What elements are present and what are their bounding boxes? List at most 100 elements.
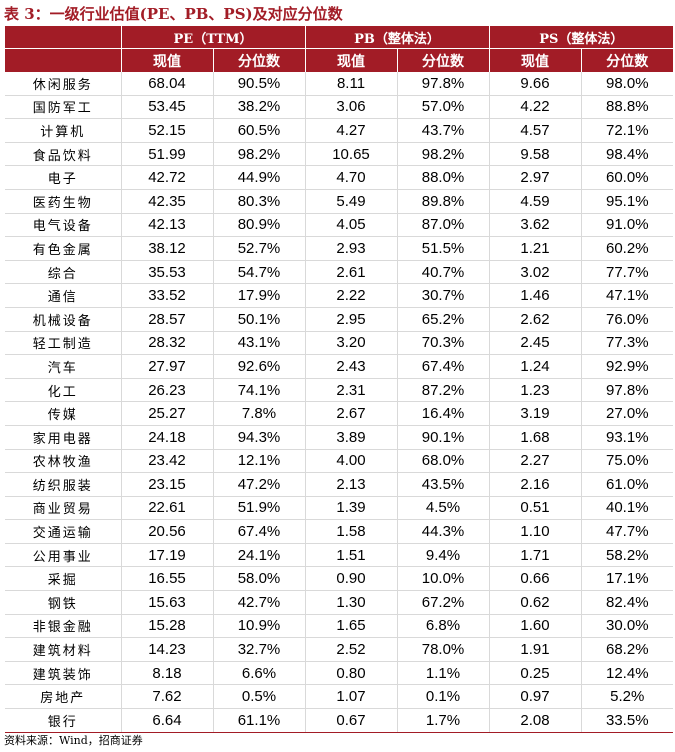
pe-percentile-cell: 0.5% (212, 684, 305, 710)
pe-value-cell: 8.18 (120, 661, 213, 686)
pe-percentile-cell: 67.4% (212, 519, 305, 544)
ps-percentile-cell: 60.0% (580, 165, 674, 190)
table-row: 非银金融 15.28 10.9% 1.65 6.8% 1.60 30.0% (5, 614, 674, 639)
industry-cell: 机械设备 (5, 307, 121, 332)
industry-cell: 纺织服装 (5, 472, 121, 497)
pe-percentile-cell: 58.0% (212, 566, 305, 592)
table-row: 建筑材料 14.23 32.7% 2.52 78.0% 1.91 68.2% (5, 637, 674, 662)
pe-value-cell: 35.53 (120, 260, 213, 285)
table-row: 采掘 16.55 58.0% 0.90 10.0% 0.66 17.1% (5, 566, 674, 592)
ps-value-cell: 2.45 (488, 331, 582, 356)
industry-cell: 医药生物 (5, 189, 121, 214)
industry-cell: 食品饮料 (5, 142, 121, 167)
industry-cell: 计算机 (5, 118, 121, 143)
header-sub-row: 现值 分位数 现值 分位数 现值 分位数 (5, 48, 674, 72)
ps-value-cell: 3.19 (488, 401, 582, 426)
pb-percentile-cell: 87.2% (396, 378, 490, 403)
pe-value-cell: 25.27 (120, 401, 213, 426)
pb-percentile-cell: 43.7% (396, 118, 490, 143)
industry-cell: 非银金融 (5, 614, 121, 639)
pe-value-cell: 6.64 (120, 708, 213, 733)
pe-value-cell: 28.32 (120, 331, 213, 356)
pb-value-cell: 2.67 (304, 401, 397, 426)
ps-value-cell: 2.16 (488, 472, 582, 497)
pb-percentile-cell: 4.5% (396, 496, 490, 521)
pe-percentile-cell: 94.3% (212, 425, 305, 450)
table-row: 化工 26.23 74.1% 2.31 87.2% 1.23 97.8% (5, 378, 674, 403)
ps-percentile-cell: 97.8% (580, 378, 674, 403)
pe-percentile-cell: 52.7% (212, 236, 305, 261)
table-row: 轻工制造 28.32 43.1% 3.20 70.3% 2.45 77.3% (5, 331, 674, 356)
ps-percentile-cell: 92.9% (580, 354, 674, 379)
ps-percentile-cell: 17.1% (580, 566, 674, 592)
ps-value-cell: 9.58 (488, 142, 582, 167)
ps-value-cell: 1.24 (488, 354, 582, 379)
industry-cell: 家用电器 (5, 425, 121, 450)
pb-value-cell: 3.20 (304, 331, 397, 356)
pb-value-cell: 2.31 (304, 378, 397, 403)
ps-percentile-cell: 47.7% (580, 519, 674, 544)
pb-percentile-cell: 43.5% (396, 472, 490, 497)
pb-percentile-cell: 16.4% (396, 401, 490, 426)
table-row: 公用事业 17.19 24.1% 1.51 9.4% 1.71 58.2% (5, 543, 674, 568)
ps-value-cell: 2.62 (488, 307, 582, 332)
pb-percentile-cell: 78.0% (396, 637, 490, 662)
pb-value-cell: 5.49 (304, 189, 397, 214)
pb-percentile-cell: 6.8% (396, 614, 490, 639)
table-row: 电气设备 42.13 80.9% 4.05 87.0% 3.62 91.0% (5, 213, 674, 238)
pe-value-cell: 27.97 (120, 354, 213, 379)
pb-value-cell: 4.27 (304, 118, 397, 143)
ps-percentile-cell: 58.2% (580, 543, 674, 568)
pb-percentile-cell: 40.7% (396, 260, 490, 285)
pb-value-cell: 0.90 (304, 566, 397, 592)
ps-value-cell: 2.97 (488, 165, 582, 190)
pe-percentile-cell: 90.5% (212, 72, 305, 96)
pb-value-cell: 2.43 (304, 354, 397, 379)
pe-value-cell: 17.19 (120, 543, 213, 568)
pe-percentile-cell: 24.1% (212, 543, 305, 568)
pe-value-cell: 53.45 (120, 95, 213, 120)
ps-percentile-cell: 27.0% (580, 401, 674, 426)
pb-percentile-cell: 10.0% (396, 566, 490, 592)
pb-percentile-cell: 98.2% (396, 142, 490, 167)
pe-value-cell: 42.13 (120, 213, 213, 238)
ps-percentile-cell: 98.0% (580, 72, 674, 96)
ps-percentile-cell: 93.1% (580, 425, 674, 450)
industry-cell: 采掘 (5, 566, 121, 592)
ps-value-cell: 1.23 (488, 378, 582, 403)
pb-percentile-cell: 67.4% (396, 354, 490, 379)
ps-value-cell: 0.62 (488, 590, 582, 615)
ps-value-cell: 4.59 (488, 189, 582, 214)
pb-percentile-cell: 44.3% (396, 519, 490, 544)
ps-percentile-cell: 30.0% (580, 614, 674, 639)
ps-percentile-cell: 88.8% (580, 95, 674, 120)
pb-value-cell: 10.65 (304, 142, 397, 167)
header-blank (5, 26, 121, 49)
pb-value-cell: 0.80 (304, 661, 397, 686)
industry-cell: 公用事业 (5, 543, 121, 568)
pb-value-cell: 1.51 (304, 543, 397, 568)
ps-percentile-cell: 61.0% (580, 472, 674, 497)
valuation-table: PE（TTM） PB（整体法） PS（整体法） 现值 分位数 现值 分位数 现值… (5, 26, 674, 733)
pb-percentile-cell: 1.7% (396, 708, 490, 733)
ps-value-cell: 1.21 (488, 236, 582, 261)
ps-value-cell: 4.57 (488, 118, 582, 143)
ps-value-cell: 1.71 (488, 543, 582, 568)
ps-value-cell: 1.46 (488, 283, 582, 308)
industry-cell: 交通运输 (5, 519, 121, 544)
ps-percentile-cell: 5.2% (580, 684, 674, 710)
table-body: 休闲服务 68.04 90.5% 8.11 97.8% 9.66 98.0% 国防军工 53.4… (5, 72, 674, 733)
pb-percentile-cell: 67.2% (396, 590, 490, 615)
table-title: 表 3：一级行业估值(PE、PB、PS)及对应分位数 (4, 5, 343, 23)
header-pe-value: 现值 (120, 48, 213, 72)
table-row: 食品饮料 51.99 98.2% 10.65 98.2% 9.58 98.4% (5, 142, 674, 167)
pb-percentile-cell: 90.1% (396, 425, 490, 450)
table-row: 综合 35.53 54.7% 2.61 40.7% 3.02 77.7% (5, 260, 674, 285)
pe-value-cell: 28.57 (120, 307, 213, 332)
header-ps-value: 现值 (488, 48, 582, 72)
ps-percentile-cell: 68.2% (580, 637, 674, 662)
ps-value-cell: 3.02 (488, 260, 582, 285)
pb-percentile-cell: 97.8% (396, 72, 490, 96)
ps-value-cell: 3.62 (488, 213, 582, 238)
pb-percentile-cell: 9.4% (396, 543, 490, 568)
